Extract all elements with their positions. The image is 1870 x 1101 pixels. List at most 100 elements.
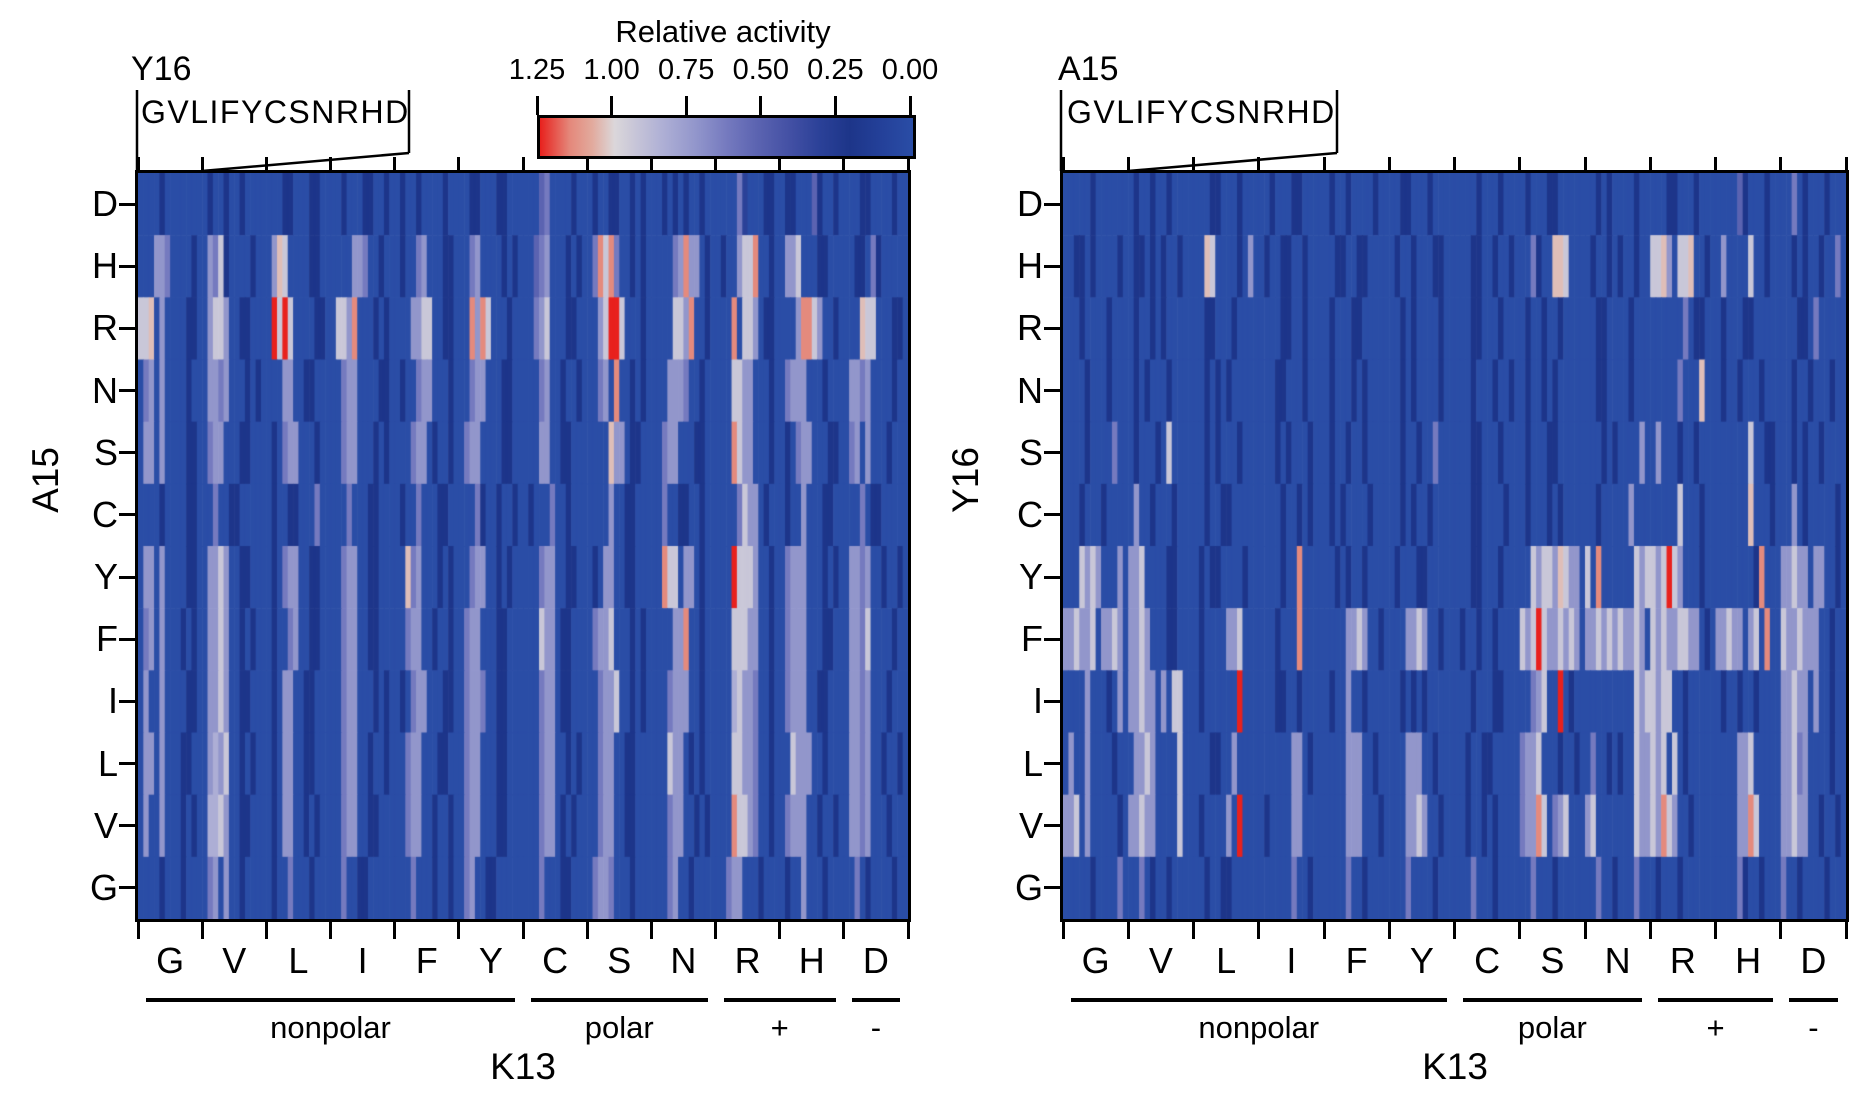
colorbar-title: Relative activity bbox=[615, 14, 831, 49]
group-tick-top bbox=[649, 157, 653, 173]
row-label-R: R bbox=[1017, 307, 1043, 349]
category-label-nonpolar: nonpolar bbox=[270, 1010, 391, 1045]
category-label--: - bbox=[1808, 1010, 1819, 1045]
row-label-S: S bbox=[1018, 431, 1043, 473]
row-label-N: N bbox=[1017, 369, 1043, 411]
group-tick-bottom bbox=[1518, 922, 1522, 939]
row-label-F: F bbox=[96, 618, 118, 660]
row-tick bbox=[1044, 575, 1060, 579]
group-tick-bottom bbox=[136, 922, 140, 939]
group-tick-top bbox=[136, 157, 140, 173]
row-label-I: I bbox=[107, 680, 118, 722]
top-axis-label-left: Y16 bbox=[131, 50, 192, 88]
category-line-nonpolar bbox=[146, 998, 515, 1002]
group-tick-bottom bbox=[521, 922, 525, 939]
colorbar-tick bbox=[833, 96, 837, 115]
group-tick-top bbox=[1583, 157, 1587, 173]
group-label-G: G bbox=[1081, 940, 1110, 981]
row-label-D: D bbox=[92, 183, 118, 225]
row-label-V: V bbox=[93, 804, 118, 846]
group-label-S: S bbox=[607, 940, 632, 981]
row-tick bbox=[119, 575, 135, 579]
row-label-G: G bbox=[1014, 866, 1043, 908]
row-label-Y: Y bbox=[1018, 556, 1043, 598]
group-label-G: G bbox=[156, 940, 185, 981]
colorbar-tick-label: 1.00 bbox=[583, 54, 640, 86]
group-tick-bottom bbox=[1061, 922, 1065, 939]
row-tick bbox=[119, 699, 135, 703]
group-label-L: L bbox=[1216, 940, 1237, 981]
group-label-Y: Y bbox=[1409, 940, 1434, 981]
row-tick bbox=[119, 389, 135, 393]
row-tick bbox=[1044, 824, 1060, 828]
group-label-R: R bbox=[734, 940, 761, 981]
group-tick-top bbox=[521, 157, 525, 173]
colorbar-tick bbox=[759, 96, 763, 115]
group-tick-bottom bbox=[1583, 922, 1587, 939]
colorbar-tick-label: 0.50 bbox=[732, 54, 790, 86]
colorbar-tick bbox=[908, 96, 912, 115]
row-label-N: N bbox=[92, 369, 118, 411]
category-line-+ bbox=[723, 998, 836, 1002]
group-tick-bottom bbox=[1192, 922, 1195, 939]
colorbar-tick-label: 0.25 bbox=[807, 54, 864, 86]
group-tick-bottom bbox=[842, 922, 846, 939]
row-label-R: R bbox=[92, 307, 118, 349]
row-tick bbox=[1044, 264, 1060, 268]
row-tick bbox=[119, 451, 135, 455]
x-axis-label-right: K13 bbox=[1422, 1046, 1488, 1087]
row-tick bbox=[119, 824, 135, 828]
row-label-L: L bbox=[97, 742, 118, 784]
row-label-L: L bbox=[1022, 742, 1043, 784]
row-tick bbox=[1044, 326, 1060, 330]
group-tick-top bbox=[457, 157, 461, 173]
group-label-S: S bbox=[1540, 940, 1565, 981]
colorbar-tick bbox=[610, 96, 614, 115]
group-tick-bottom bbox=[585, 922, 589, 939]
colorbar-tick bbox=[684, 96, 688, 115]
group-tick-top bbox=[1257, 157, 1261, 173]
row-label-V: V bbox=[1018, 804, 1043, 846]
row-tick bbox=[119, 637, 135, 641]
colorbar-tick-label: 0.00 bbox=[881, 54, 939, 86]
group-tick-bottom bbox=[778, 922, 782, 939]
colorbar-tick-label: 0.75 bbox=[657, 54, 715, 86]
row-label-H: H bbox=[92, 245, 118, 287]
row-tick bbox=[1044, 451, 1060, 455]
row-tick bbox=[119, 326, 135, 330]
top-axis-label-right: A15 bbox=[1058, 50, 1119, 88]
category-line-polar bbox=[1462, 998, 1643, 1002]
row-label-G: G bbox=[89, 866, 118, 908]
group-label-I: I bbox=[357, 940, 368, 981]
group-tick-top bbox=[393, 157, 397, 173]
group-tick-bottom bbox=[393, 922, 397, 939]
category-label-+: + bbox=[1706, 1010, 1725, 1045]
group-tick-bottom bbox=[1648, 922, 1652, 939]
group-tick-top bbox=[906, 157, 910, 173]
group-label-H: H bbox=[798, 940, 825, 981]
row-tick bbox=[1044, 886, 1060, 890]
row-label-C: C bbox=[92, 493, 118, 535]
group-tick-top bbox=[1061, 157, 1065, 173]
group-tick-bottom bbox=[1779, 922, 1783, 939]
group-tick-bottom bbox=[1257, 922, 1261, 939]
category-line-nonpolar bbox=[1071, 998, 1447, 1002]
category-line-- bbox=[851, 998, 900, 1002]
row-tick bbox=[119, 762, 135, 766]
group-label-I: I bbox=[1286, 940, 1297, 981]
row-tick bbox=[1044, 762, 1060, 766]
row-label-H: H bbox=[1017, 245, 1043, 287]
group-tick-top bbox=[329, 157, 332, 173]
group-tick-top bbox=[1453, 157, 1456, 173]
row-tick bbox=[1044, 389, 1060, 393]
group-label-V: V bbox=[1148, 940, 1173, 981]
group-label-R: R bbox=[1669, 940, 1696, 981]
category-line-polar bbox=[531, 998, 708, 1002]
group-tick-bottom bbox=[1387, 922, 1391, 939]
group-tick-bottom bbox=[1714, 922, 1717, 939]
group-label-F: F bbox=[1345, 940, 1368, 981]
category-label-polar: polar bbox=[584, 1010, 654, 1045]
group-tick-top bbox=[1387, 157, 1391, 173]
row-tick bbox=[1044, 202, 1060, 206]
group-tick-top bbox=[1714, 157, 1717, 173]
